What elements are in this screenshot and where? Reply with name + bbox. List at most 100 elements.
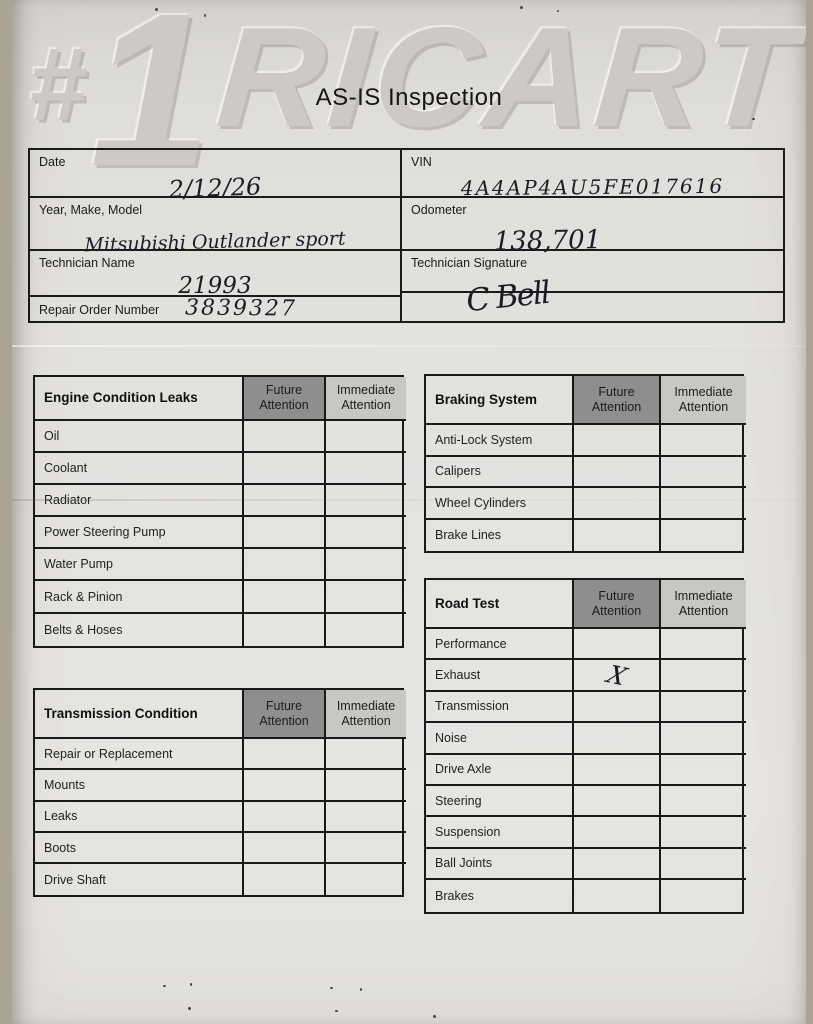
- future-attention-cell: [572, 629, 659, 661]
- info-right-column: VIN 4A4AP4AU5FE017616 Odometer 138,701 T…: [402, 150, 783, 321]
- immediate-attention-cell: [324, 770, 406, 802]
- item-label: Calipers: [426, 457, 572, 488]
- item-label: Drive Axle: [426, 755, 572, 786]
- future-attention-cell: [572, 519, 659, 551]
- table-row: Brake Lines: [426, 519, 742, 551]
- immediate-attention-cell: [324, 549, 406, 582]
- paper-crease: [12, 499, 806, 501]
- immediate-attention-cell: [659, 848, 746, 881]
- braking-system-table: Braking System Future Attention Immediat…: [424, 374, 746, 553]
- future-attention-cell: [572, 488, 659, 520]
- dust-speck: [155, 8, 158, 11]
- technician-signature-cell: Technician Signature C Bell: [402, 251, 783, 319]
- immediate-attention-cell: [659, 817, 746, 849]
- dust-speck: [433, 1015, 436, 1018]
- item-label: Brake Lines: [435, 528, 502, 543]
- paper-crease: [12, 345, 806, 347]
- immediate-attention-cell: [659, 785, 746, 818]
- item-label: Wheel Cylinders: [426, 488, 572, 520]
- immediate-attention-cell: [324, 739, 406, 771]
- dust-speck: [360, 988, 362, 991]
- immediate-attention-cell: [324, 581, 406, 614]
- future-attention-cell: [242, 739, 324, 771]
- future-attention-cell: [572, 785, 659, 818]
- item-label: Brakes: [435, 888, 474, 903]
- table-title: Braking System: [426, 376, 572, 425]
- table-row: Radiator: [35, 485, 406, 518]
- table-row: Power Steering Pump: [35, 517, 406, 550]
- vin-label: VIN: [411, 155, 432, 169]
- item-label: Leaks: [35, 802, 242, 833]
- future-attention-cell: [242, 549, 324, 582]
- info-left-column: Date 2/12/26 Year, Make, Model Mitsubish…: [30, 150, 402, 321]
- item-label: Power Steering Pump: [35, 517, 242, 550]
- future-attention-header: Future Attention: [572, 376, 659, 425]
- odometer-label: Odometer: [411, 203, 467, 217]
- immediate-attention-cell: [324, 801, 406, 833]
- year-make-model-cell: Year, Make, Model Mitsubishi Outlander s…: [30, 198, 400, 256]
- immediate-attention-header: Immediate Attention: [659, 580, 746, 629]
- future-attention-cell: [242, 801, 324, 833]
- future-attention-cell: [242, 517, 324, 550]
- future-attention-header: Future Attention: [242, 690, 324, 739]
- table-header: Road Test Future Attention Immediate Att…: [426, 580, 746, 629]
- future-attention-cell: [572, 456, 659, 488]
- item-label: Suspension: [426, 817, 572, 849]
- repair-order-handwritten-value: 3839327: [185, 295, 298, 322]
- table-row: Ball Joints: [426, 848, 746, 881]
- immediate-attention-cell: [659, 723, 746, 755]
- item-label: Mounts: [35, 770, 242, 802]
- future-attention-cell: [242, 613, 324, 646]
- future-attention-cell: [242, 832, 324, 865]
- item-label: Ball Joints: [426, 849, 572, 881]
- immediate-attention-cell: [324, 517, 406, 550]
- item-label: Performance: [426, 629, 572, 661]
- item-label: Coolant: [35, 453, 242, 486]
- technician-name-cell: Technician Name 21993: [30, 251, 400, 299]
- table-row: Boots: [35, 832, 406, 865]
- table-row: Leaks: [35, 801, 406, 833]
- future-attention-cell: [242, 453, 324, 486]
- dust-speck: [752, 118, 755, 120]
- table-title: Engine Condition Leaks: [35, 377, 242, 421]
- table-row: Noise: [426, 723, 746, 755]
- table-row: Exhaust X: [426, 659, 746, 692]
- dust-speck: [204, 14, 206, 17]
- table-row: Drive Axle: [426, 754, 746, 786]
- table-row: Suspension: [426, 817, 746, 849]
- table-row: Drive Shaft: [35, 864, 402, 896]
- item-label: Radiator: [35, 485, 242, 518]
- table-header: Transmission Condition Future Attention …: [35, 690, 406, 739]
- immediate-attention-cell: [659, 425, 746, 457]
- table-row: Water Pump: [35, 549, 406, 582]
- item-label: Rack & Pinion: [35, 581, 242, 614]
- future-attention-cell: X: [572, 659, 659, 692]
- item-label: Noise: [426, 723, 572, 755]
- future-attention-cell: [572, 880, 659, 912]
- table-row: Rack & Pinion: [35, 581, 406, 614]
- table-row: Repair or Replacement: [35, 739, 406, 771]
- item-label: Drive Shaft: [44, 872, 106, 887]
- item-label: Boots: [35, 833, 242, 865]
- item-label: Exhaust: [426, 660, 572, 692]
- dust-speck: [163, 985, 166, 987]
- immediate-attention-cell: [324, 864, 406, 896]
- immediate-attention-cell: [324, 485, 406, 518]
- future-attention-cell: [242, 581, 324, 614]
- immediate-attention-header: Immediate Attention: [324, 377, 406, 421]
- dust-speck: [520, 6, 523, 9]
- item-label: Oil: [35, 421, 242, 454]
- future-attention-cell: [242, 485, 324, 518]
- immediate-attention-header: Immediate Attention: [324, 690, 406, 739]
- table-row: Steering: [426, 785, 746, 818]
- dust-speck: [335, 1010, 338, 1012]
- immediate-attention-cell: [659, 660, 746, 692]
- future-attention-header: Future Attention: [242, 377, 324, 421]
- table-row: Anti-Lock System: [426, 425, 746, 457]
- future-attention-cell: [242, 421, 324, 454]
- form-title: AS-IS Inspection: [315, 84, 503, 111]
- table-row: Brakes: [426, 880, 742, 912]
- odometer-cell: Odometer 138,701: [402, 198, 783, 257]
- table-header: Braking System Future Attention Immediat…: [426, 376, 746, 425]
- immediate-attention-header: Immediate Attention: [659, 376, 746, 425]
